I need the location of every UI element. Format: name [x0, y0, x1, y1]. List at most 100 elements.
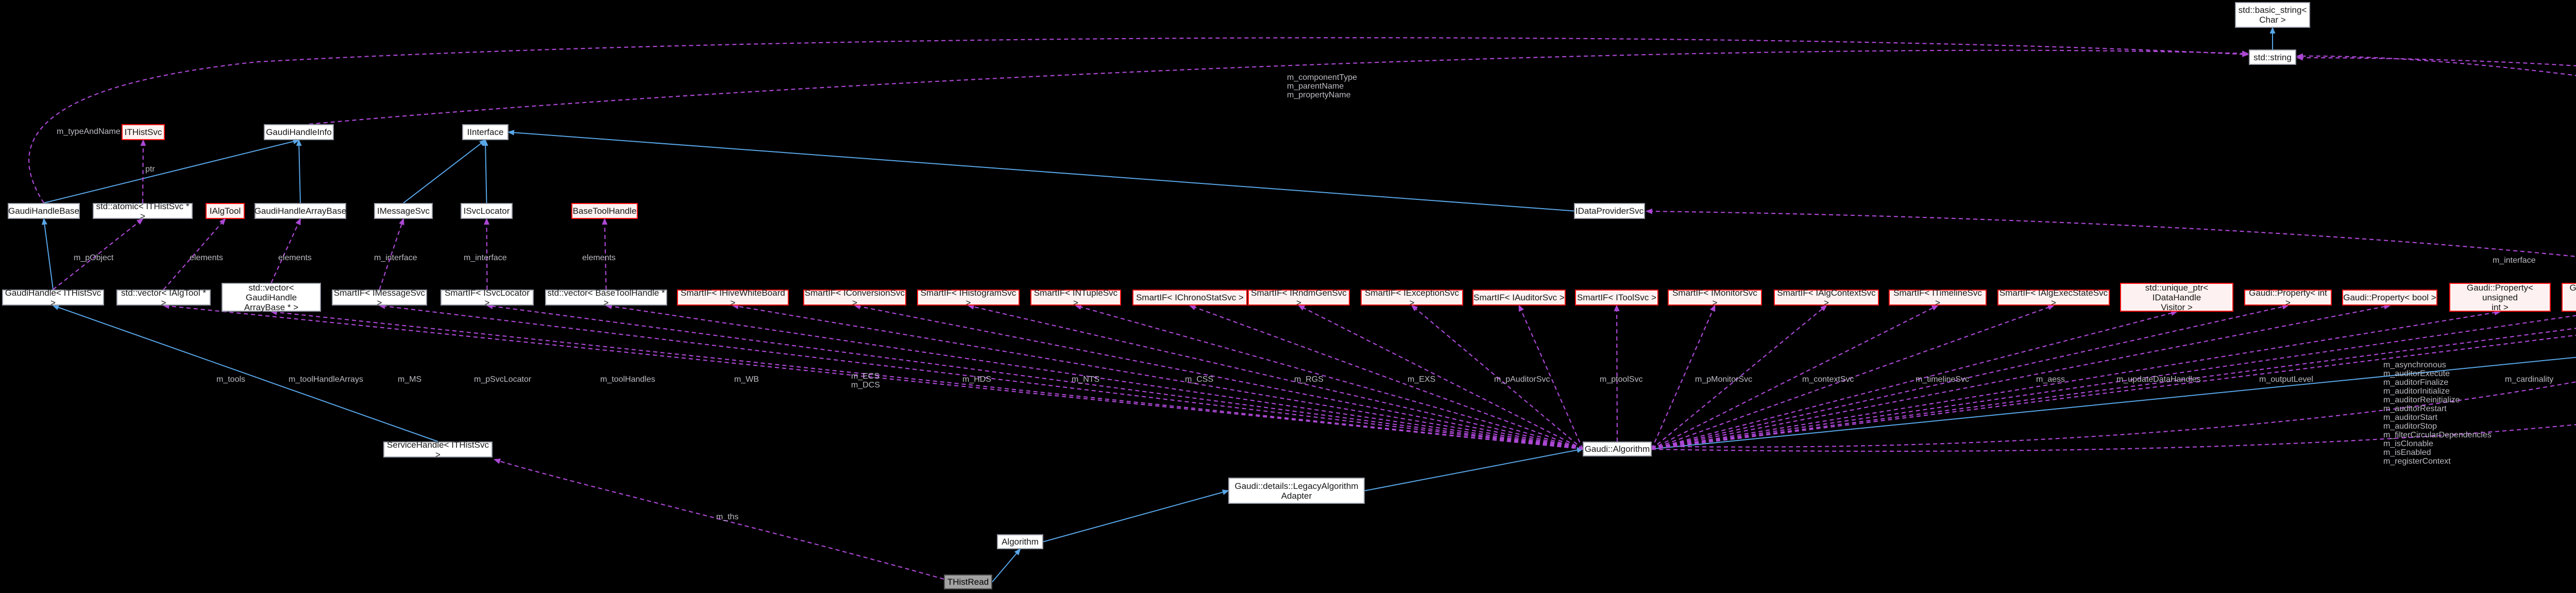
- edge-label: m_timelineSvc: [1916, 375, 1970, 384]
- class-node-sif_isvclocator[interactable]: SmartIF< ISvcLocator >: [440, 288, 534, 308]
- class-node-basetoolhandle[interactable]: BaseToolHandle: [571, 203, 638, 219]
- usage-edge: [602, 218, 608, 290]
- class-node-idataprovidersvc[interactable]: IDataProviderSvc: [1574, 203, 1645, 219]
- edge-label: ptr: [145, 165, 155, 174]
- edge-label: m_aess: [2036, 375, 2065, 384]
- class-node-gaudi_algorithm[interactable]: Gaudi::Algorithm: [1583, 442, 1652, 456]
- class-node-gaudihandlebase[interactable]: GaudiHandleBase: [8, 203, 80, 219]
- class-node-legacy[interactable]: Gaudi::details::LegacyAlgorithm Adapter: [1228, 478, 1365, 504]
- edge-label: m_NTS: [1072, 375, 1100, 384]
- edge-label: m_interface: [464, 253, 507, 262]
- class-node-sif_ihistogramsvc[interactable]: SmartIF< IHistogramSvc >: [917, 288, 1020, 308]
- inheritance-edge: [403, 139, 486, 204]
- edge-label: m_typeAndName: [57, 127, 121, 136]
- usage-edge: [1651, 305, 1939, 450]
- class-node-thistread: THistRead: [944, 574, 992, 589]
- inheritance-edge: [1043, 489, 1229, 543]
- edge-label: m_tools: [216, 375, 246, 384]
- class-node-algorithm[interactable]: Algorithm: [997, 534, 1043, 549]
- class-node-gaudihandlearraybase[interactable]: GaudiHandleArrayBase: [255, 203, 346, 219]
- usage-edge: [494, 459, 944, 580]
- edge-label: m_pObject: [74, 253, 114, 262]
- edge-label: m_outputLevel: [2259, 375, 2313, 384]
- edge-label: m_pSvcLocator: [474, 375, 532, 384]
- edge-label: elements: [582, 253, 616, 262]
- usage-edge: [1298, 305, 1583, 450]
- class-node-gh_ithistsvc[interactable]: GaudiHandle< ITHistSvc >: [2, 288, 104, 308]
- class-node-sif_itoolsvc[interactable]: SmartIF< IToolSvc >: [1575, 290, 1658, 306]
- usage-edge: [1518, 304, 1584, 449]
- class-node-prop_bool[interactable]: Gaudi::Property< bool >: [2342, 290, 2437, 306]
- usage-edge: [1651, 315, 2576, 450]
- class-node-uptr_dhvisitor[interactable]: std::unique_ptr< IDataHandle Visitor >: [2120, 283, 2233, 312]
- class-node-vec_ialgtool[interactable]: std::vector< IAlgTool * >: [116, 288, 211, 308]
- class-node-ithistsvc[interactable]: ITHistSvc: [122, 124, 165, 140]
- usage-edge: [1651, 310, 2501, 450]
- usage-edge: [1075, 304, 1583, 450]
- class-node-sif_ialgexecstatesvc[interactable]: SmartIF< IAlgExecStateSvc >: [1997, 288, 2110, 308]
- usage-edge: [1651, 304, 1716, 449]
- inheritance-edge: [43, 139, 300, 204]
- class-node-ialgtool[interactable]: IAlgTool: [206, 203, 245, 219]
- inheritance-edge: [1651, 357, 2576, 450]
- usage-edge: [2296, 53, 2576, 76]
- usage-edge: [967, 304, 1583, 450]
- class-node-servicehandle[interactable]: ServiceHandle< ITHistSvc >: [383, 440, 493, 460]
- class-node-sif_iconversionsvc[interactable]: SmartIF< IConversionSvc >: [803, 288, 906, 308]
- edge-label: m_ths: [716, 513, 739, 521]
- edge-label: m_ptoolSvc: [1600, 375, 1643, 384]
- inheritance-edge: [992, 548, 1021, 583]
- class-node-vec_bth[interactable]: std::vector< BaseToolHandle * >: [545, 288, 667, 308]
- class-node-gaudihandleinfo[interactable]: GaudiHandleInfo: [264, 124, 334, 140]
- class-node-sif_ihivewb[interactable]: SmartIF< IHiveWhiteBoard >: [677, 288, 789, 308]
- usage-edge: [1651, 304, 2055, 450]
- usage-edge: [1651, 334, 2576, 450]
- class-node-sif_imonitorsvc[interactable]: SmartIF< IMonitorSvc >: [1668, 288, 1762, 308]
- edge-label: m_interface: [374, 253, 417, 262]
- usage-edge: [270, 309, 1583, 450]
- class-node-sif_iexceptionsvc[interactable]: SmartIF< IExceptionSvc >: [1361, 288, 1463, 308]
- class-node-sif_itimelinesvc[interactable]: SmartIF< ITimelineSvc >: [1889, 288, 1987, 308]
- class-node-sif_irndmgensvc[interactable]: SmartIF< IRndmGenSvc >: [1248, 288, 1350, 308]
- usage-edge: [1651, 55, 2576, 452]
- usage-edge: [854, 303, 1583, 450]
- edge-label: m_componentType m_parentName m_propertyN…: [1287, 73, 1358, 99]
- class-node-std_string[interactable]: std::string: [2249, 49, 2296, 65]
- edge-label: m_WB: [734, 375, 759, 384]
- edge-label: elements: [190, 253, 223, 262]
- class-node-atomic_ithistsvc[interactable]: std::atomic< ITHistSvc * >: [93, 201, 193, 221]
- class-node-basic_string[interactable]: std::basic_string< Char >: [2235, 2, 2310, 28]
- class-node-sif_intuplesvc[interactable]: SmartIF< INTupleSvc >: [1030, 288, 1121, 308]
- edge-label: elements: [278, 253, 312, 262]
- inheritance-edge: [296, 139, 302, 204]
- class-node-prop_string[interactable]: Gaudi::Property< std ::string >: [2562, 283, 2576, 312]
- edge-label: m_cardinality: [2505, 375, 2554, 384]
- inheritance-edge: [507, 129, 1574, 212]
- class-node-imessagesvc[interactable]: IMessageSvc: [374, 203, 433, 219]
- edge-label: m_MS: [398, 375, 422, 384]
- class-node-prop_int[interactable]: Gaudi::Property< int >: [2244, 288, 2332, 308]
- usage-edge: [1651, 328, 2576, 450]
- usage-edge: [379, 218, 404, 290]
- edge-label: m_toolHandleArrays: [289, 375, 363, 384]
- usage-edge: [1651, 304, 1827, 450]
- class-node-sif_iauditorsvc[interactable]: SmartIF< IAuditorSvc >: [1472, 290, 1566, 306]
- usage-edge: [163, 218, 226, 290]
- class-node-vec_ghab[interactable]: std::vector< GaudiHandle ArrayBase * >: [222, 283, 321, 312]
- usage-edge: [378, 303, 1583, 450]
- class-node-prop_uint[interactable]: Gaudi::Property< unsigned int >: [2449, 283, 2551, 312]
- class-node-sif_imessagesvc[interactable]: SmartIF< IMessageSvc >: [332, 288, 427, 308]
- class-node-iinterface[interactable]: IInterface: [462, 124, 509, 140]
- edge-label: m_interface: [2493, 256, 2536, 265]
- edge-label: m_contextSvc: [1802, 375, 1854, 384]
- class-node-sif_ialgcontextsvc[interactable]: SmartIF< IAlgContextSvc >: [1774, 288, 1879, 308]
- edge-label: m_updateDataHandles: [2116, 375, 2201, 384]
- edge-label: m_pAuditorSvc: [1494, 375, 1550, 384]
- class-node-isvclocator[interactable]: ISvcLocator: [461, 203, 513, 219]
- class-node-sif_ichronostatsvc[interactable]: SmartIF< IChronoStatSvc >: [1132, 290, 1247, 306]
- edge-label: m_CSS: [1185, 375, 1214, 384]
- usage-edge: [1651, 310, 2178, 450]
- usage-edge: [28, 37, 2249, 204]
- usage-edge: [1189, 304, 1583, 450]
